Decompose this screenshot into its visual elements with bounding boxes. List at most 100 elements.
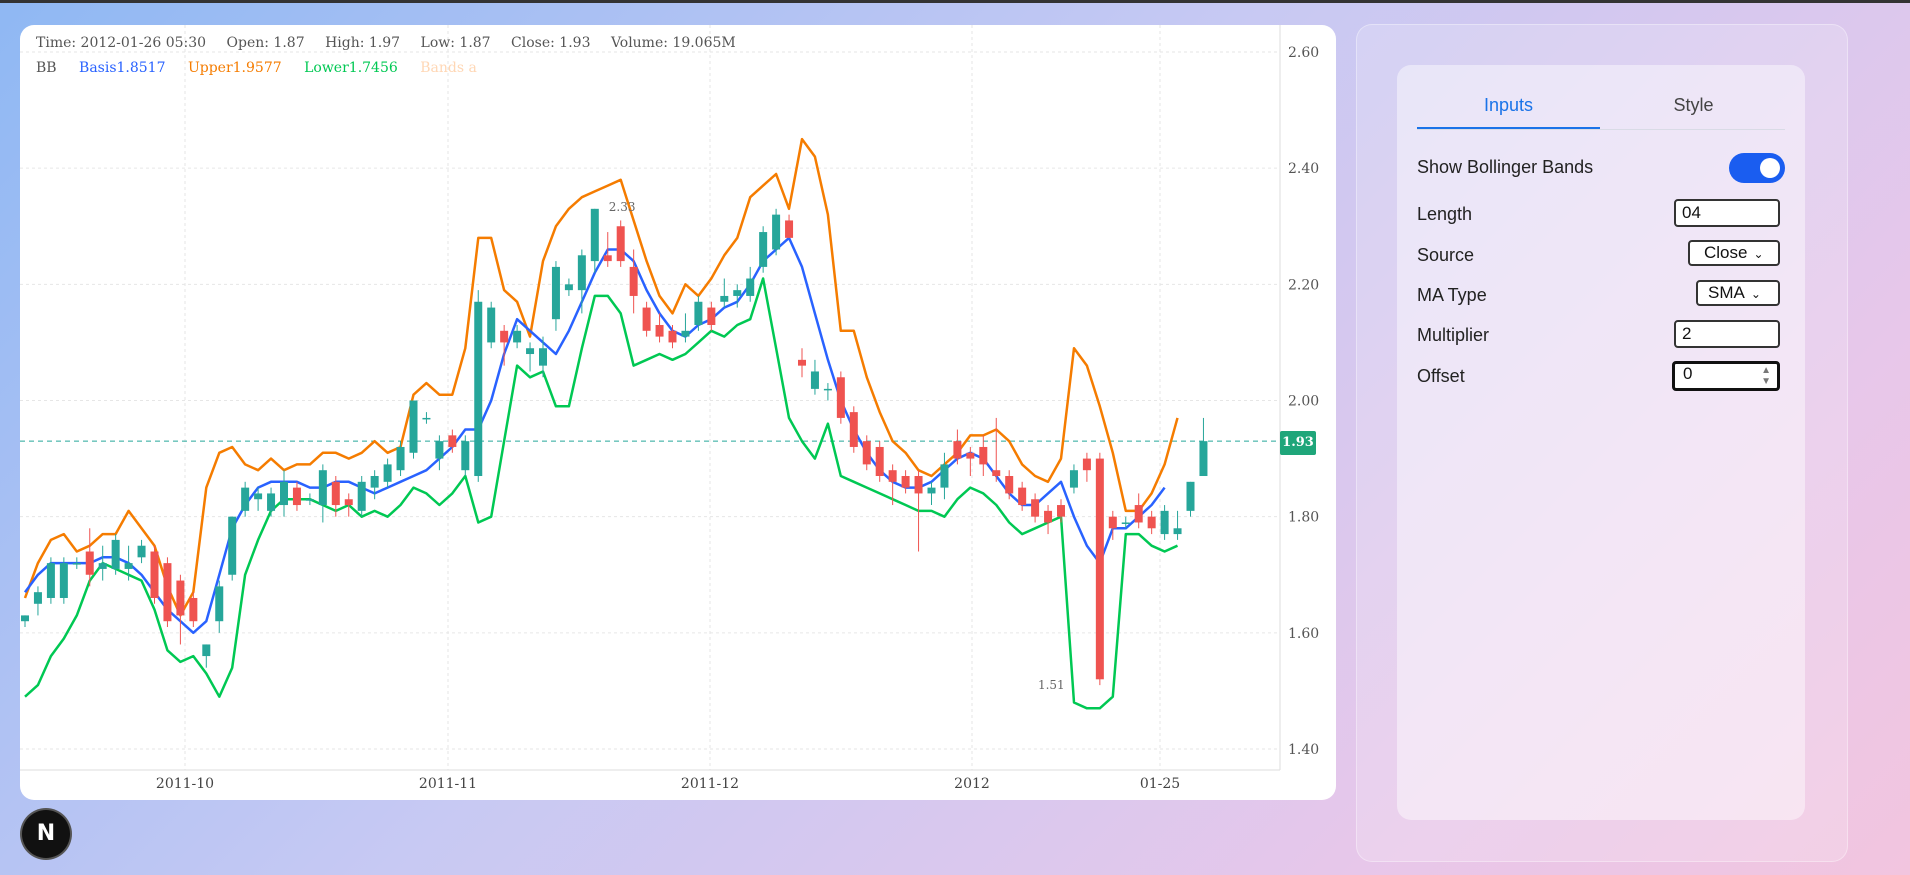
chart-card[interactable]: 2.60 2.40 2.20 2.00 1.80 1.60 1.40 2011-10 2011-… <box>20 25 1336 800</box>
candle-body <box>979 446 988 465</box>
candle-body <box>1044 510 1053 523</box>
source-select[interactable]: Close ⌄ <box>1688 240 1780 266</box>
candle-body <box>1095 458 1104 680</box>
y-tick-label: 2.40 <box>1288 161 1319 177</box>
spinner-arrows-icon[interactable]: ▲ ▼ <box>1761 365 1771 387</box>
x-tick-label: 01-25 <box>1140 776 1180 792</box>
candle-body <box>616 226 625 262</box>
candle-body <box>98 563 107 569</box>
candle-body <box>21 615 29 622</box>
y-tick-label: 2.20 <box>1288 277 1319 293</box>
ma-type-row: MA Type SMA ⌄ <box>1417 279 1785 313</box>
ohlc-high: High: 1.97 <box>325 35 401 51</box>
last-price-badge: 1.93 <box>1280 431 1316 455</box>
chevron-down-icon: ⌄ <box>1753 247 1764 261</box>
candle-body <box>1121 522 1130 524</box>
candle-body <box>383 464 392 482</box>
length-input[interactable] <box>1674 199 1780 227</box>
candle-body <box>551 266 560 320</box>
candle-body <box>292 487 301 506</box>
candle-body <box>1005 476 1014 494</box>
candle-body <box>487 307 496 343</box>
candle-body <box>1134 505 1143 523</box>
settings-panel: Inputs Style Show Bollinger Bands Length… <box>1397 65 1805 820</box>
ohlc-open: Open: 1.87 <box>226 35 305 51</box>
y-tick-label: 2.00 <box>1288 394 1319 410</box>
candle-body <box>33 592 42 604</box>
candle-body <box>772 214 781 250</box>
candle-body <box>241 487 250 511</box>
candle-body <box>785 220 794 238</box>
candle-body <box>681 330 690 337</box>
ma-type-label: MA Type <box>1417 285 1487 305</box>
candle-body <box>720 295 729 302</box>
candle-body <box>124 563 133 569</box>
candle-body <box>901 476 910 488</box>
candle-body <box>1108 516 1117 529</box>
show-bb-toggle[interactable] <box>1729 153 1785 183</box>
tab-inputs[interactable]: Inputs <box>1417 83 1600 129</box>
offset-input[interactable]: 0 ▲ ▼ <box>1672 361 1780 391</box>
y-tick-label: 1.80 <box>1288 510 1319 526</box>
candle-body <box>396 446 405 471</box>
candle-body <box>409 400 418 453</box>
candle-body <box>1082 458 1091 471</box>
candle-body <box>940 464 949 488</box>
candle-body <box>305 499 314 501</box>
candle-body <box>707 307 716 325</box>
candle-body <box>526 348 535 355</box>
candle-body <box>1031 499 1040 517</box>
multiplier-label: Multiplier <box>1417 325 1490 345</box>
candle-body <box>642 307 651 331</box>
candle-body <box>836 377 845 418</box>
length-row: Length <box>1417 198 1785 232</box>
bb-name: BB <box>36 60 57 76</box>
bb-lower-value: Lower1.7456 <box>304 60 398 76</box>
candle-body <box>733 290 742 296</box>
candle-body <box>280 481 288 506</box>
x-tick-label: 2011-11 <box>419 776 477 792</box>
ohlc-low: Low: 1.87 <box>420 35 491 51</box>
y-tick-label: 2.60 <box>1288 45 1319 61</box>
candle-body <box>46 563 55 598</box>
candle-body <box>746 278 755 296</box>
candle-body <box>370 476 379 488</box>
candle-body <box>888 470 897 482</box>
chevron-down-icon: ⌄ <box>1750 287 1761 301</box>
candle-body <box>202 644 211 657</box>
ma-type-select[interactable]: SMA ⌄ <box>1696 280 1780 306</box>
top-bar <box>0 0 1910 3</box>
candle-body <box>914 476 923 494</box>
candle-body <box>629 266 638 296</box>
x-tick-label: 2011-12 <box>681 776 739 792</box>
candle-body <box>1199 441 1208 477</box>
ohlc-volume: Volume: 19.065M <box>610 35 736 51</box>
multiplier-input[interactable] <box>1674 320 1780 348</box>
candle-body <box>759 232 768 267</box>
tab-style[interactable]: Style <box>1673 95 1714 115</box>
candle-body <box>111 539 120 569</box>
candle-body <box>435 441 444 459</box>
candle-body <box>953 441 962 459</box>
show-bb-label: Show Bollinger Bands <box>1417 157 1594 177</box>
candle-body <box>461 441 470 471</box>
offset-label: Offset <box>1417 366 1465 386</box>
x-tick-label: 2012 <box>954 776 990 792</box>
n-logo-button[interactable]: N <box>22 810 70 858</box>
candle-body <box>474 301 483 477</box>
candle-body <box>564 284 573 291</box>
candle-body <box>927 487 936 494</box>
candle-body <box>668 330 677 343</box>
candle-body <box>331 481 340 506</box>
offset-row: Offset 0 ▲ ▼ <box>1417 360 1785 394</box>
candle-body <box>1069 470 1078 488</box>
ma-type-value: SMA <box>1708 283 1745 302</box>
candle-body <box>590 208 599 262</box>
bb-lower-line <box>24 277 1179 710</box>
price-chart[interactable]: 2.60 2.40 2.20 2.00 1.80 1.60 1.40 2011-10 2011-… <box>20 25 1336 800</box>
source-row: Source Close ⌄ <box>1417 239 1785 273</box>
candle-body <box>798 359 806 366</box>
candle-body <box>1057 505 1065 517</box>
bb-legend: BB Basis1.8517 Upper1.9577 Lower1.7456 B… <box>36 60 495 76</box>
ohlc-legend: Time: 2012-01-26 05:30 Open: 1.87 High: … <box>36 35 752 51</box>
